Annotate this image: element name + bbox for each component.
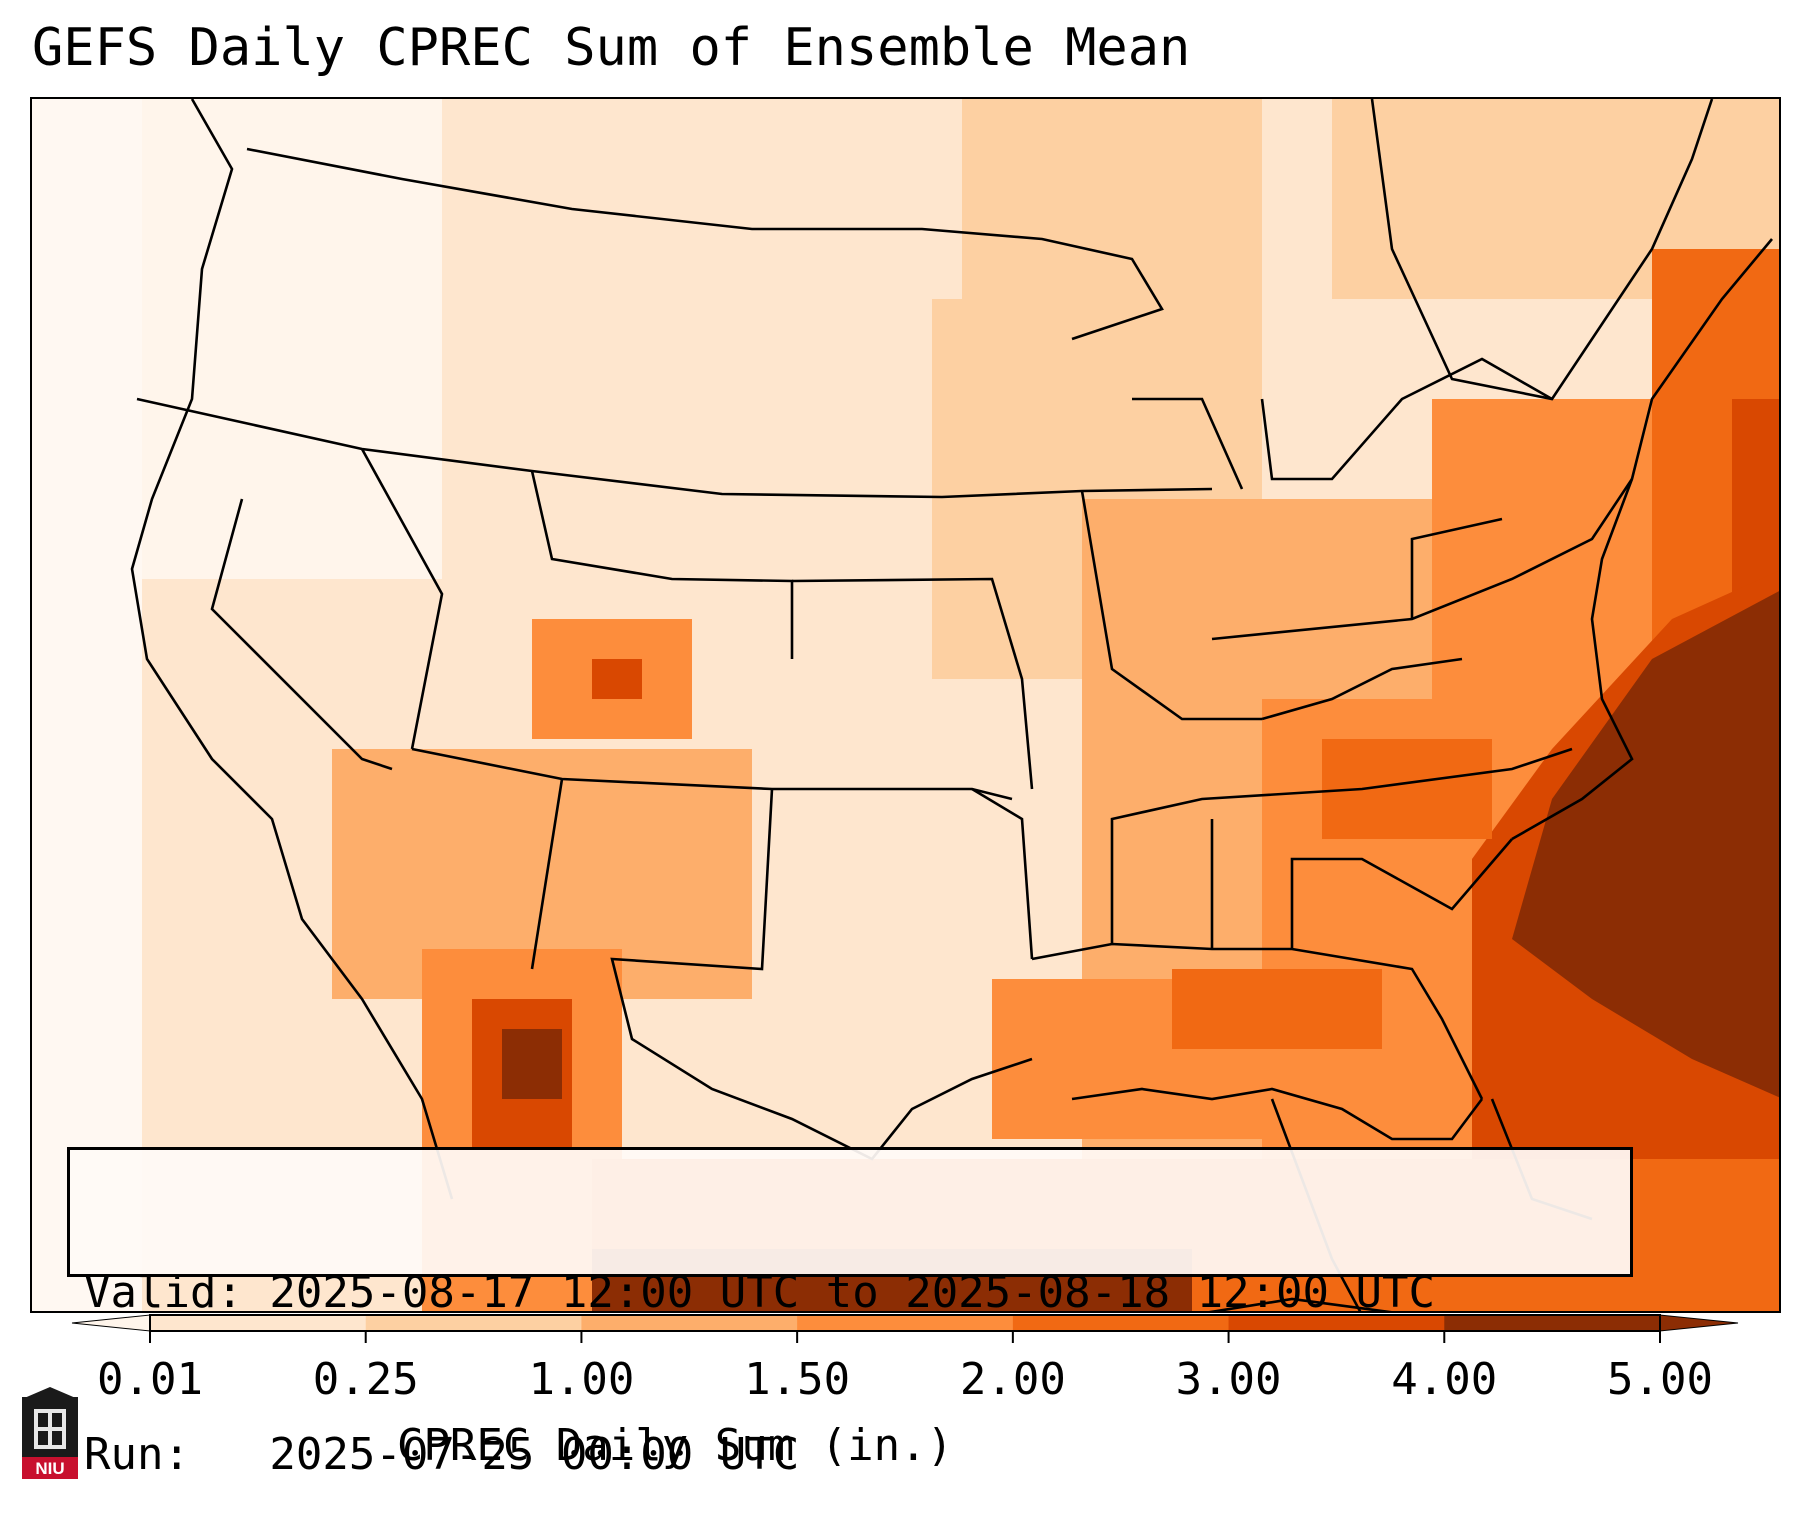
logo-banner xyxy=(22,1457,78,1479)
colorbar-tick-label: 5.00 xyxy=(1607,1354,1713,1405)
precip-field xyxy=(32,99,1779,1311)
colorbar-tick-label: 2.00 xyxy=(959,1354,1066,1405)
colorbar xyxy=(71,1314,1739,1343)
map-canvas xyxy=(32,99,1779,1311)
colorbar-segment xyxy=(365,1315,582,1331)
valid-time-line: Valid: 2025-08-17 12:00 UTC to 2025-08-1… xyxy=(84,1267,1436,1318)
colorbar-extend-triangle-icon xyxy=(1659,1314,1739,1332)
colorbar-segment xyxy=(581,1315,798,1331)
colorbar-tick-label: 0.25 xyxy=(312,1354,419,1405)
colorbar-tick-label: 0.01 xyxy=(97,1354,203,1405)
colorbar-tick-label: 1.00 xyxy=(528,1354,635,1405)
colorbar-tick-label: 3.00 xyxy=(1175,1354,1282,1405)
colorbar-segment xyxy=(1228,1315,1445,1331)
colorbar-tick-label: 1.50 xyxy=(744,1354,851,1405)
colorbar-ticks xyxy=(149,1331,1661,1343)
info-box: Valid: 2025-08-17 12:00 UTC to 2025-08-1… xyxy=(67,1147,1633,1480)
niu-logo-icon: NIU xyxy=(22,1387,78,1479)
colorbar-extend-triangle-icon xyxy=(71,1314,151,1332)
colorbar-segment xyxy=(797,1315,1014,1331)
colorbar-segments xyxy=(150,1315,1661,1331)
colorbar-tick-label: 4.00 xyxy=(1391,1354,1498,1405)
map-title: GEFS Daily CPREC Sum of Ensemble Mean xyxy=(32,18,1191,78)
run-time-line: Run: 2025-07-25 00:00 UTC xyxy=(84,1429,800,1480)
colorbar-segment xyxy=(1012,1315,1230,1331)
colorbar-label: CPREC Daily Sum (in.) xyxy=(396,1420,954,1471)
colorbar-segment xyxy=(1444,1315,1661,1331)
precip-map xyxy=(30,97,1781,1313)
logo-roof xyxy=(22,1387,78,1399)
logo-text: NIU xyxy=(35,1459,64,1478)
colorbar-segment xyxy=(150,1315,367,1331)
colorbar-outline xyxy=(149,1314,1661,1332)
